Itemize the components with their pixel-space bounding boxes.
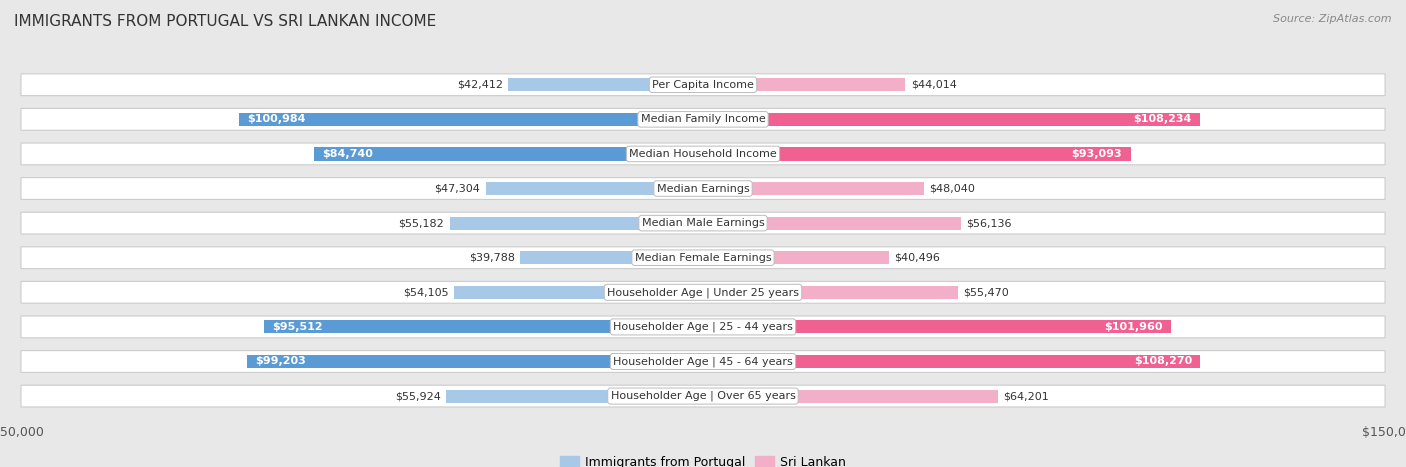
FancyBboxPatch shape xyxy=(21,177,1385,199)
Bar xyxy=(703,389,998,403)
Text: $55,470: $55,470 xyxy=(963,287,1010,297)
Bar xyxy=(485,182,703,195)
Bar xyxy=(446,389,703,403)
Bar xyxy=(703,182,924,195)
Text: Median Household Income: Median Household Income xyxy=(628,149,778,159)
Text: $42,412: $42,412 xyxy=(457,80,503,90)
Text: Median Earnings: Median Earnings xyxy=(657,184,749,193)
Text: $39,788: $39,788 xyxy=(468,253,515,263)
Text: $47,304: $47,304 xyxy=(434,184,481,193)
Bar xyxy=(239,113,703,126)
FancyBboxPatch shape xyxy=(21,282,1385,303)
FancyBboxPatch shape xyxy=(21,74,1385,96)
Text: Householder Age | 45 - 64 years: Householder Age | 45 - 64 years xyxy=(613,356,793,367)
FancyBboxPatch shape xyxy=(21,108,1385,130)
Text: Median Male Earnings: Median Male Earnings xyxy=(641,218,765,228)
Bar xyxy=(703,286,957,299)
Text: $99,203: $99,203 xyxy=(256,356,307,367)
Text: $108,234: $108,234 xyxy=(1133,114,1192,124)
Bar xyxy=(703,251,889,264)
Bar xyxy=(508,78,703,92)
Bar xyxy=(520,251,703,264)
Bar xyxy=(454,286,703,299)
FancyBboxPatch shape xyxy=(21,143,1385,165)
FancyBboxPatch shape xyxy=(21,351,1385,372)
Text: $93,093: $93,093 xyxy=(1071,149,1122,159)
Text: $56,136: $56,136 xyxy=(966,218,1012,228)
FancyBboxPatch shape xyxy=(21,247,1385,269)
Text: Householder Age | 25 - 44 years: Householder Age | 25 - 44 years xyxy=(613,322,793,332)
Bar xyxy=(450,217,703,230)
Legend: Immigrants from Portugal, Sri Lankan: Immigrants from Portugal, Sri Lankan xyxy=(555,451,851,467)
Bar xyxy=(703,113,1201,126)
Bar xyxy=(247,355,703,368)
FancyBboxPatch shape xyxy=(21,212,1385,234)
Bar xyxy=(703,355,1201,368)
Text: $55,182: $55,182 xyxy=(398,218,444,228)
Text: $108,270: $108,270 xyxy=(1133,356,1192,367)
Text: Median Family Income: Median Family Income xyxy=(641,114,765,124)
Text: $54,105: $54,105 xyxy=(404,287,449,297)
Bar xyxy=(703,78,905,92)
Text: $44,014: $44,014 xyxy=(911,80,956,90)
Text: $84,740: $84,740 xyxy=(322,149,373,159)
Text: IMMIGRANTS FROM PORTUGAL VS SRI LANKAN INCOME: IMMIGRANTS FROM PORTUGAL VS SRI LANKAN I… xyxy=(14,14,436,29)
Text: Source: ZipAtlas.com: Source: ZipAtlas.com xyxy=(1274,14,1392,24)
FancyBboxPatch shape xyxy=(21,385,1385,407)
Text: Householder Age | Over 65 years: Householder Age | Over 65 years xyxy=(610,391,796,401)
Text: $64,201: $64,201 xyxy=(1004,391,1049,401)
Text: $55,924: $55,924 xyxy=(395,391,440,401)
Bar xyxy=(314,148,703,161)
Text: $101,960: $101,960 xyxy=(1105,322,1163,332)
FancyBboxPatch shape xyxy=(21,316,1385,338)
Text: Median Female Earnings: Median Female Earnings xyxy=(634,253,772,263)
Bar xyxy=(264,320,703,333)
Bar xyxy=(703,217,960,230)
Text: $95,512: $95,512 xyxy=(273,322,323,332)
Text: $100,984: $100,984 xyxy=(247,114,307,124)
Bar xyxy=(703,320,1171,333)
Text: $48,040: $48,040 xyxy=(929,184,974,193)
Text: $40,496: $40,496 xyxy=(894,253,941,263)
Text: Householder Age | Under 25 years: Householder Age | Under 25 years xyxy=(607,287,799,297)
Bar xyxy=(703,148,1130,161)
Text: Per Capita Income: Per Capita Income xyxy=(652,80,754,90)
